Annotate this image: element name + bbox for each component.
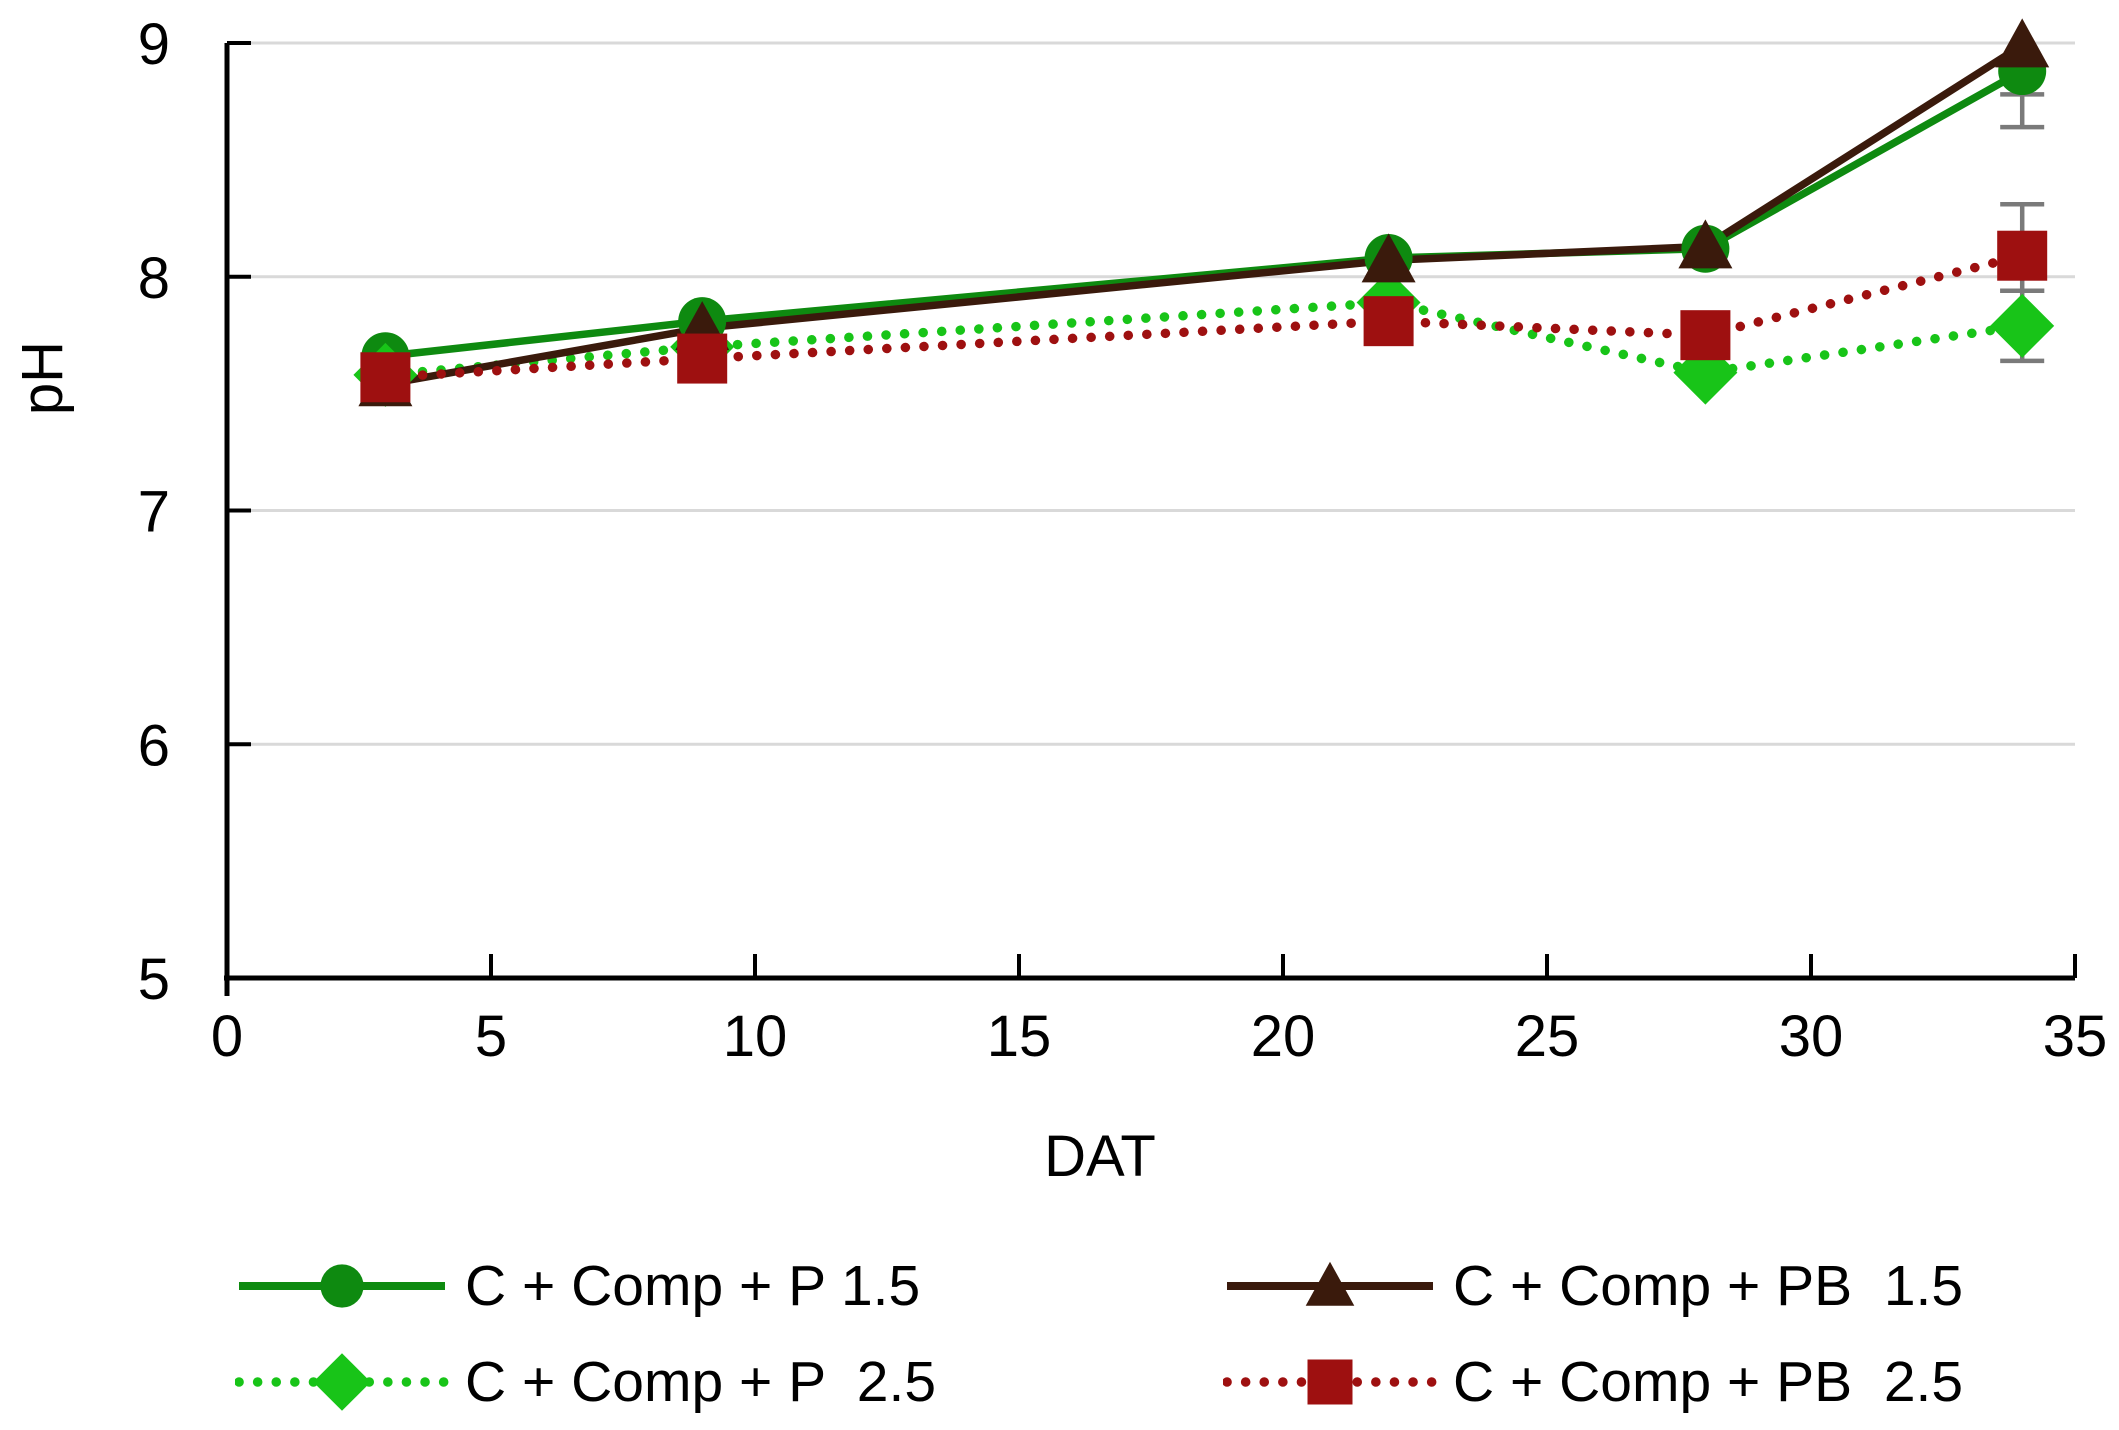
legend-item-c-comp-p-1-5: C + Comp + P 1.5	[235, 1250, 1223, 1322]
svg-text:9: 9	[138, 12, 170, 77]
svg-text:8: 8	[138, 246, 170, 311]
legend-label: C + Comp + PB 1.5	[1453, 1253, 1964, 1318]
svg-text:15: 15	[987, 1004, 1052, 1069]
svg-text:7: 7	[138, 480, 170, 545]
legend-item-c-comp-pb-1-5: C + Comp + PB 1.5	[1223, 1250, 1963, 1322]
legend-label: C + Comp + PB 2.5	[1453, 1349, 1964, 1414]
svg-text:0: 0	[211, 1004, 243, 1069]
legend-marker-diamond	[235, 1353, 449, 1411]
svg-text:DAT: DAT	[1044, 1124, 1156, 1189]
chart-legend: C + Comp + P 1.5 C + Comp + PB 1.5 C + C…	[235, 1238, 1963, 1430]
svg-text:20: 20	[1251, 1004, 1316, 1069]
legend-marker-triangle	[1227, 1261, 1433, 1306]
legend-marker-circle	[239, 1264, 445, 1308]
svg-text:5: 5	[475, 1004, 507, 1069]
svg-text:6: 6	[138, 713, 170, 778]
svg-text:5: 5	[138, 947, 170, 1012]
svg-text:35: 35	[2043, 1004, 2108, 1069]
legend-item-c-comp-pb-2-5: C + Comp + PB 2.5	[1223, 1346, 1963, 1418]
svg-text:10: 10	[723, 1004, 788, 1069]
legend-label: C + Comp + P 2.5	[465, 1349, 937, 1414]
legend-label: C + Comp + P 1.5	[465, 1253, 921, 1318]
svg-text:pH: pH	[10, 341, 75, 415]
legend-item-c-comp-p-2-5: C + Comp + P 2.5	[235, 1346, 1223, 1418]
svg-text:25: 25	[1515, 1004, 1580, 1069]
svg-text:30: 30	[1779, 1004, 1844, 1069]
legend-marker-square	[1223, 1359, 1437, 1405]
